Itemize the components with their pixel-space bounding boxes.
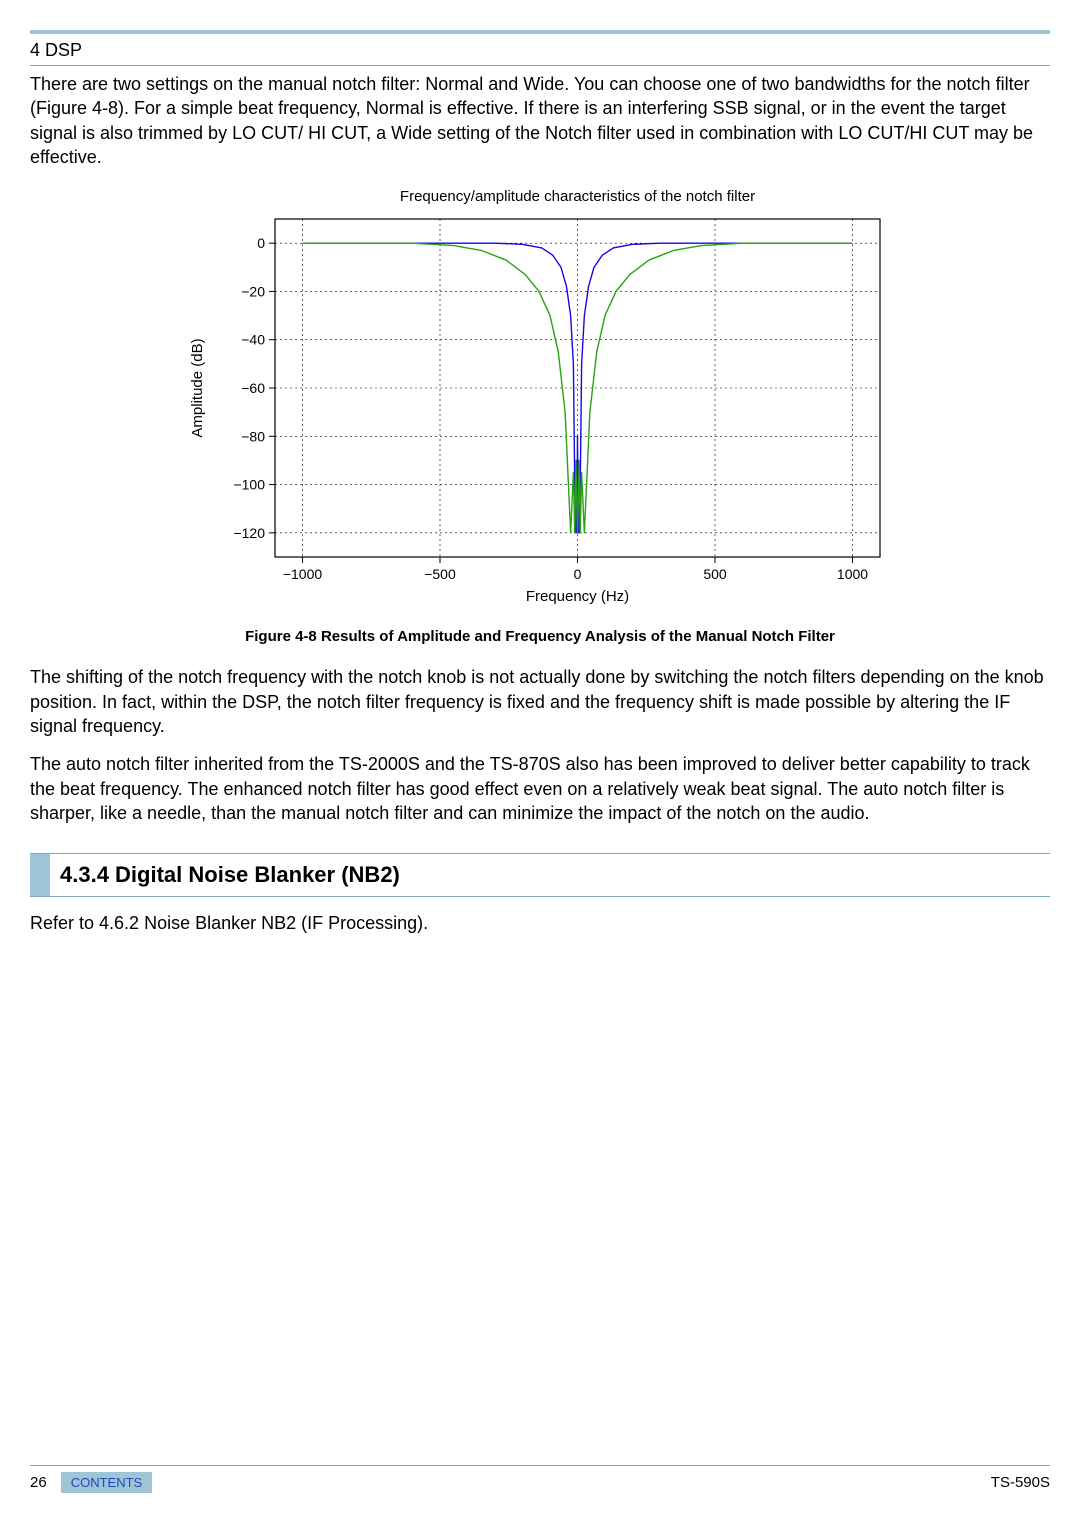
figure-4-8: Frequency/amplitude characteristics of t…	[30, 183, 1050, 647]
svg-text:0: 0	[257, 235, 265, 251]
svg-text:−500: −500	[424, 566, 456, 582]
paragraph-2: The shifting of the notch frequency with…	[30, 665, 1050, 738]
paragraph-4: Refer to 4.6.2 Noise Blanker NB2 (IF Pro…	[30, 911, 1050, 935]
svg-text:−120: −120	[233, 525, 265, 541]
contents-button[interactable]: CONTENTS	[61, 1472, 153, 1493]
body-text: There are two settings on the manual not…	[30, 72, 1050, 935]
svg-text:−1000: −1000	[283, 566, 323, 582]
svg-text:−80: −80	[241, 428, 265, 444]
svg-text:Frequency/amplitude characteri: Frequency/amplitude characteristics of t…	[400, 188, 755, 205]
svg-text:−40: −40	[241, 332, 265, 348]
svg-text:0: 0	[574, 566, 582, 582]
svg-text:−100: −100	[233, 477, 265, 493]
svg-text:Frequency (Hz): Frequency (Hz)	[526, 588, 629, 605]
subsection-heading-bar: 4.3.4 Digital Noise Blanker (NB2)	[30, 853, 1050, 897]
svg-text:500: 500	[703, 566, 727, 582]
page-number: 26	[30, 1474, 47, 1491]
svg-text:−60: −60	[241, 380, 265, 396]
figure-caption: Figure 4-8 Results of Amplitude and Freq…	[245, 627, 835, 647]
section-header: 4 DSP	[30, 36, 1050, 66]
notch-filter-chart: Frequency/amplitude characteristics of t…	[180, 183, 900, 613]
footer-model: TS-590S	[991, 1474, 1050, 1491]
page: 4 DSP There are two settings on the manu…	[0, 0, 1080, 1527]
svg-text:1000: 1000	[837, 566, 868, 582]
paragraph-1: There are two settings on the manual not…	[30, 72, 1050, 169]
subsection-heading: 4.3.4 Digital Noise Blanker (NB2)	[50, 854, 410, 896]
footer-left: 26 CONTENTS	[30, 1472, 152, 1493]
svg-text:Amplitude (dB): Amplitude (dB)	[189, 339, 206, 438]
footer: 26 CONTENTS TS-590S	[30, 1465, 1050, 1493]
paragraph-3: The auto notch filter inherited from the…	[30, 752, 1050, 825]
section-title: 4 DSP	[30, 40, 1050, 61]
svg-text:−20: −20	[241, 284, 265, 300]
top-rule	[30, 30, 1050, 34]
subsection-tab	[30, 854, 50, 896]
